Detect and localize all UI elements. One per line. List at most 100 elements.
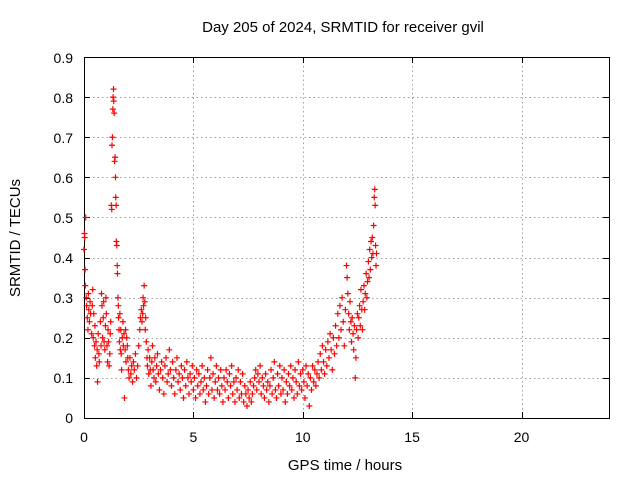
y-tick-label-0.3: 0.3 — [54, 290, 74, 306]
data-point-104 — [138, 318, 145, 325]
data-point-45 — [105, 338, 112, 345]
data-point-250 — [288, 386, 295, 393]
data-point-162 — [192, 394, 199, 401]
data-point-299 — [342, 306, 349, 313]
data-point-138 — [166, 346, 173, 353]
data-point-169 — [200, 386, 207, 393]
data-point-109 — [141, 298, 148, 305]
data-point-150 — [179, 374, 186, 381]
data-point-332 — [366, 246, 373, 253]
data-point-194 — [227, 382, 234, 389]
data-point-165 — [195, 370, 202, 377]
data-point-39 — [102, 322, 109, 329]
data-point-105 — [139, 310, 146, 317]
data-point-254 — [293, 378, 300, 385]
data-point-336 — [369, 234, 376, 241]
data-point-168 — [199, 362, 206, 369]
data-point-156 — [186, 390, 192, 397]
data-point-241 — [278, 374, 285, 381]
data-point-94 — [129, 378, 136, 385]
data-point-155 — [184, 374, 191, 381]
data-point-218 — [253, 386, 260, 393]
data-point-187 — [219, 398, 226, 405]
data-point-312 — [352, 374, 359, 381]
data-point-147 — [176, 370, 183, 377]
data-point-309 — [350, 330, 357, 337]
data-point-16 — [89, 302, 96, 309]
data-point-260 — [299, 366, 306, 373]
y-tick-label-0.6: 0.6 — [54, 170, 74, 186]
y-tick-label-0: 0 — [65, 410, 73, 426]
chart-title: Day 205 of 2024, SRMTID for receiver gvi… — [202, 19, 484, 36]
data-point-13 — [87, 298, 94, 305]
data-point-120 — [148, 358, 155, 365]
data-point-58 — [111, 110, 118, 117]
data-point-317 — [355, 314, 362, 321]
data-point-203 — [237, 378, 244, 385]
data-point-185 — [217, 366, 224, 373]
data-point-123 — [151, 374, 157, 381]
data-point-47 — [106, 350, 113, 357]
data-point-4 — [82, 282, 89, 289]
data-point-181 — [213, 362, 220, 369]
data-point-43 — [104, 358, 111, 365]
x-tick-label-5: 5 — [190, 429, 198, 445]
data-point-189 — [222, 386, 229, 393]
data-point-157 — [187, 370, 194, 377]
data-point-329 — [364, 278, 371, 285]
data-point-178 — [210, 370, 217, 377]
data-point-311 — [351, 322, 358, 329]
data-point-103 — [138, 306, 145, 313]
data-point-93 — [128, 362, 135, 369]
data-point-252 — [291, 394, 297, 401]
data-point-87 — [124, 342, 131, 349]
data-point-67 — [114, 270, 121, 277]
data-point-209 — [243, 402, 250, 409]
data-point-106 — [140, 294, 147, 301]
data-point-86 — [123, 334, 130, 341]
data-point-284 — [326, 354, 332, 361]
data-point-149 — [178, 362, 185, 369]
data-point-98 — [133, 374, 140, 381]
data-point-315 — [354, 310, 361, 317]
data-point-251 — [289, 374, 296, 381]
data-point-90 — [126, 374, 133, 381]
data-point-35 — [100, 314, 107, 321]
y-tick-label-0.7: 0.7 — [54, 130, 74, 146]
data-point-119 — [147, 382, 154, 389]
data-point-83 — [122, 346, 129, 353]
data-point-174 — [205, 390, 212, 397]
data-point-240 — [277, 390, 284, 397]
data-point-38 — [101, 346, 108, 353]
data-point-92 — [127, 370, 134, 377]
data-point-56 — [110, 86, 117, 93]
data-point-202 — [236, 394, 243, 401]
data-point-268 — [308, 386, 315, 393]
data-point-310 — [350, 346, 357, 353]
data-point-9 — [84, 326, 91, 333]
data-point-163 — [193, 366, 200, 373]
data-point-267 — [307, 374, 314, 381]
data-point-12 — [86, 318, 93, 325]
data-point-134 — [161, 362, 168, 369]
data-point-278 — [319, 342, 326, 349]
data-point-180 — [212, 378, 219, 385]
data-point-23 — [93, 338, 100, 345]
data-point-237 — [274, 370, 281, 377]
data-point-313 — [352, 354, 359, 361]
data-point-11 — [85, 306, 92, 313]
data-point-210 — [245, 386, 252, 393]
data-point-319 — [357, 322, 364, 329]
data-point-128 — [155, 370, 162, 377]
data-point-196 — [229, 390, 236, 397]
data-point-325 — [361, 306, 368, 313]
data-point-314 — [353, 326, 360, 333]
data-point-52 — [109, 142, 115, 149]
data-point-339 — [371, 194, 378, 201]
data-point-272 — [312, 382, 319, 389]
data-point-30 — [97, 318, 104, 325]
data-point-207 — [241, 382, 248, 389]
data-point-131 — [158, 358, 165, 365]
data-point-175 — [206, 374, 213, 381]
